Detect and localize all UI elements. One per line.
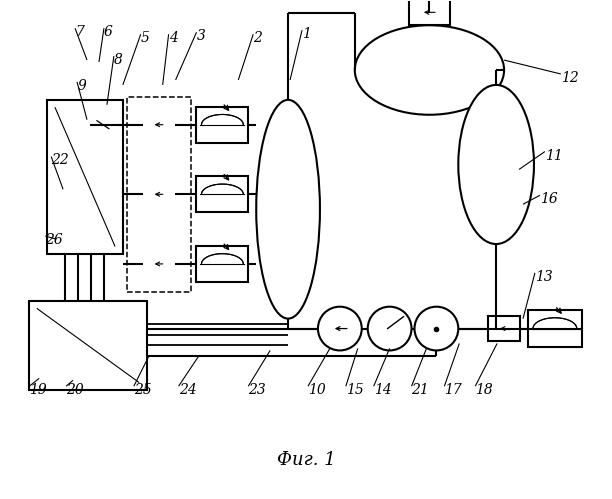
Bar: [143, 252, 174, 276]
Bar: [409, 0, 450, 25]
Text: 17: 17: [444, 383, 462, 397]
Bar: [196, 246, 248, 282]
Text: 5: 5: [141, 31, 149, 45]
Text: 1: 1: [302, 27, 311, 41]
Ellipse shape: [256, 100, 320, 319]
Text: 12: 12: [561, 71, 578, 85]
Text: 8: 8: [114, 53, 123, 67]
Bar: [143, 113, 174, 137]
Text: 25: 25: [134, 383, 152, 397]
Text: 11: 11: [545, 149, 562, 163]
Ellipse shape: [458, 85, 534, 244]
Text: 7: 7: [75, 25, 84, 39]
Text: 20: 20: [66, 383, 84, 397]
Bar: [488, 316, 520, 341]
Bar: [528, 310, 582, 347]
Bar: [196, 107, 248, 143]
Bar: [29, 301, 147, 390]
Text: 21: 21: [411, 383, 429, 397]
Bar: [47, 100, 123, 254]
Ellipse shape: [355, 25, 504, 115]
Text: 14: 14: [374, 383, 392, 397]
Text: 18: 18: [476, 383, 493, 397]
Text: 6: 6: [104, 25, 113, 39]
Bar: [143, 182, 174, 206]
Circle shape: [318, 307, 362, 350]
Text: 13: 13: [535, 270, 553, 284]
Text: 15: 15: [346, 383, 364, 397]
Bar: [196, 177, 248, 212]
Text: Фиг. 1: Фиг. 1: [277, 451, 335, 469]
Text: 24: 24: [179, 383, 196, 397]
Text: 23: 23: [248, 383, 266, 397]
Circle shape: [90, 111, 118, 139]
Text: 22: 22: [51, 154, 69, 168]
Circle shape: [414, 307, 458, 350]
Text: 2: 2: [253, 31, 262, 45]
Text: 4: 4: [169, 31, 177, 45]
Bar: [127, 97, 190, 292]
Text: 19: 19: [29, 383, 47, 397]
Text: 3: 3: [196, 29, 206, 43]
Text: 16: 16: [540, 192, 558, 206]
Text: 9: 9: [77, 79, 86, 93]
Circle shape: [368, 307, 411, 350]
Text: 26: 26: [45, 233, 63, 247]
Text: 10: 10: [308, 383, 326, 397]
